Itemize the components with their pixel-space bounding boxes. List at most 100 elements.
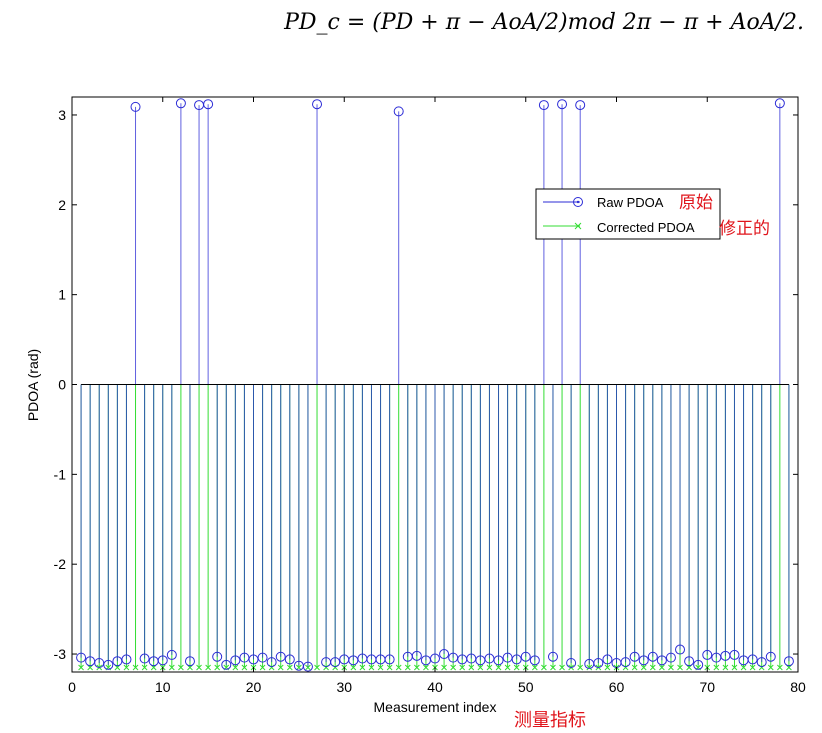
raw-marker (756, 657, 767, 668)
raw-marker (411, 650, 422, 661)
raw-series (76, 98, 794, 672)
corrected-marker (758, 664, 765, 671)
corrected-marker (731, 664, 738, 671)
corrected-marker (123, 664, 130, 671)
corrected-marker (305, 664, 311, 671)
corrected-marker (323, 664, 329, 671)
raw-marker (212, 651, 223, 662)
corrected-marker (722, 664, 729, 671)
legend-raw-dot (576, 200, 580, 204)
x-axis-label: Measurement index (374, 699, 497, 715)
raw-marker (221, 659, 232, 670)
corrected-marker (368, 664, 375, 671)
raw-marker (257, 652, 268, 663)
corrected-marker (668, 664, 674, 671)
raw-marker (430, 653, 440, 664)
corrected-marker (350, 664, 357, 671)
y-axis-label: PDOA (rad) (25, 349, 41, 421)
x-tick-label: 50 (518, 679, 534, 695)
raw-marker (275, 651, 286, 662)
corrected-marker (450, 664, 457, 671)
corrected-marker (286, 664, 293, 671)
raw-marker (647, 651, 658, 662)
corrected-marker (332, 664, 339, 671)
legend: Raw PDOA 原始 Corrected PDOA 修正的 (535, 188, 770, 240)
raw-marker (675, 644, 686, 655)
x-axis-label-cn: 测量指标 (514, 710, 586, 731)
raw-marker (139, 653, 150, 664)
x-tick-label: 60 (609, 679, 625, 695)
raw-marker (638, 655, 649, 666)
corrected-marker (395, 664, 402, 671)
raw-marker (157, 655, 168, 666)
corrected-marker (649, 664, 656, 671)
corrected-marker (477, 664, 484, 671)
corrected-marker (677, 664, 683, 671)
corrected-marker (441, 664, 447, 671)
raw-marker (765, 651, 776, 662)
corrected-marker (550, 664, 556, 671)
raw-marker (103, 659, 114, 670)
corrected-marker (495, 664, 502, 671)
corrected-marker (767, 664, 774, 671)
legend-corrected-label-cn: 修正的 (719, 219, 770, 239)
corrected-marker (241, 664, 248, 671)
x-tick-label: 80 (790, 679, 806, 695)
corrected-marker (622, 664, 629, 671)
raw-marker (684, 656, 695, 667)
corrected-marker (776, 664, 783, 671)
y-tick-label: 0 (58, 377, 66, 393)
raw-marker (76, 652, 87, 663)
raw-marker (783, 656, 794, 667)
legend-raw-marker (573, 197, 583, 207)
legend-corrected-marker (574, 222, 582, 230)
corrected-marker (423, 664, 429, 671)
corrected-marker (196, 664, 202, 671)
raw-marker (184, 656, 195, 667)
raw-marker (493, 655, 504, 666)
corrected-marker (604, 664, 611, 671)
corrected-marker (531, 664, 538, 671)
corrected-marker (277, 664, 284, 671)
raw-marker (593, 658, 604, 669)
y-tick-label: -3 (54, 646, 67, 662)
raw-marker (665, 652, 676, 663)
formula-text: PD_c = (PD + π − AoA/2)mod 2π − π + AoA/… (284, 10, 804, 35)
raw-marker (620, 657, 631, 668)
corrected-marker (640, 664, 647, 671)
x-tick-label: 30 (336, 679, 352, 695)
corrected-marker (359, 664, 366, 671)
raw-marker (747, 654, 758, 665)
raw-marker (520, 651, 531, 662)
raw-marker (566, 658, 577, 669)
raw-marker (121, 654, 132, 665)
raw-marker (629, 651, 640, 662)
raw-marker (312, 99, 323, 110)
raw-marker (130, 101, 141, 112)
raw-marker (557, 99, 568, 110)
corrected-marker (486, 664, 493, 671)
raw-marker (602, 654, 613, 665)
corrected-marker (577, 664, 584, 671)
raw-marker (203, 99, 214, 110)
legend-box (535, 188, 721, 240)
raw-marker (230, 655, 241, 666)
y-tick-label: -1 (54, 466, 67, 482)
raw-marker (529, 655, 540, 666)
y-axis-ticks: -3 -2 -1 0 1 2 3 (54, 107, 798, 662)
x-tick-label: 70 (699, 679, 715, 695)
raw-marker (439, 649, 450, 660)
raw-marker (284, 654, 295, 665)
corrected-marker (513, 664, 520, 671)
raw-marker (656, 655, 667, 666)
corrected-marker (296, 664, 302, 671)
corrected-marker (504, 664, 511, 671)
corrected-marker (468, 664, 475, 671)
corrected-marker (268, 664, 275, 671)
corrected-marker (141, 664, 148, 671)
x-tick-label: 0 (68, 679, 76, 695)
corrected-marker (459, 664, 466, 671)
y-tick-label: 1 (58, 287, 66, 303)
raw-marker (575, 100, 586, 111)
raw-marker (702, 649, 713, 660)
